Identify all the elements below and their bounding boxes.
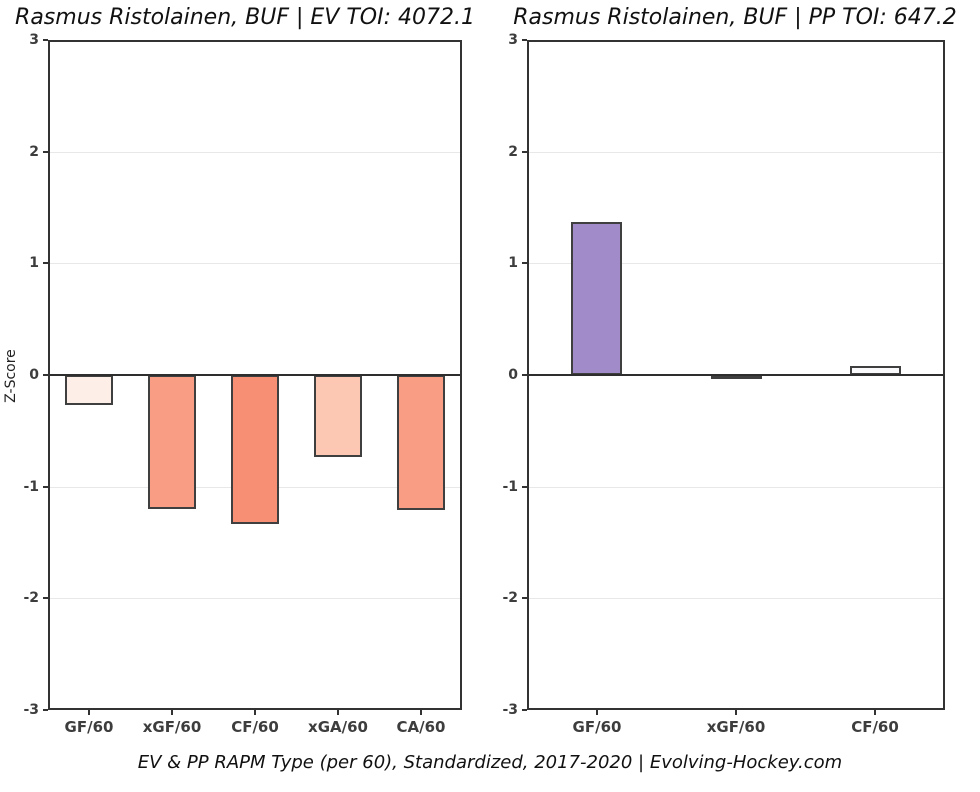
y-tick-label: 2 <box>29 144 39 160</box>
bar-ca-60 <box>397 375 445 510</box>
gridline <box>48 598 462 599</box>
x-tick-mark <box>596 710 598 715</box>
y-tick-label: -2 <box>23 590 39 606</box>
x-tick-mark <box>171 710 173 715</box>
y-tick-mark <box>43 374 48 376</box>
y-tick-label: -1 <box>502 479 518 495</box>
gridline <box>527 263 945 264</box>
pp-chart-title: Rasmus Ristolainen, BUF | PP TOI: 647.2 <box>513 5 957 30</box>
y-tick-label: 0 <box>29 367 39 383</box>
y-tick-mark <box>522 374 527 376</box>
y-tick-mark <box>522 151 527 153</box>
bar-gf-60 <box>571 222 622 375</box>
y-tick-label: -2 <box>502 590 518 606</box>
y-tick-mark <box>522 597 527 599</box>
x-tick-label: CF/60 <box>231 718 279 736</box>
x-tick-label: CF/60 <box>851 718 899 736</box>
y-tick-mark <box>43 39 48 41</box>
gridline <box>48 152 462 153</box>
zero-baseline <box>48 374 462 376</box>
y-tick-label: 3 <box>508 32 518 48</box>
y-tick-label: 2 <box>508 144 518 160</box>
bar-xga-60 <box>314 375 362 457</box>
y-tick-mark <box>43 486 48 488</box>
y-tick-label: -3 <box>502 702 518 718</box>
bar-xgf-60 <box>711 375 762 379</box>
y-tick-label: 3 <box>29 32 39 48</box>
x-tick-mark <box>88 710 90 715</box>
y-tick-mark <box>43 709 48 711</box>
x-tick-label: xGA/60 <box>308 718 368 736</box>
gridline <box>527 487 945 488</box>
y-tick-mark <box>43 151 48 153</box>
y-tick-label: -3 <box>23 702 39 718</box>
y-tick-mark <box>522 39 527 41</box>
x-tick-mark <box>254 710 256 715</box>
x-tick-label: xGF/60 <box>706 718 766 736</box>
x-tick-mark <box>337 710 339 715</box>
y-tick-mark <box>522 709 527 711</box>
plot-frame <box>48 40 462 710</box>
gridline <box>527 598 945 599</box>
bar-cf-60 <box>231 375 279 524</box>
x-tick-mark <box>735 710 737 715</box>
y-tick-label: -1 <box>23 479 39 495</box>
zero-baseline <box>527 374 945 376</box>
x-tick-label: GF/60 <box>64 718 114 736</box>
y-tick-mark <box>43 597 48 599</box>
gridline <box>527 152 945 153</box>
x-tick-label: GF/60 <box>572 718 622 736</box>
chart-footer-caption: EV & PP RAPM Type (per 60), Standardized… <box>137 752 843 773</box>
ev-chart-title: Rasmus Ristolainen, BUF | EV TOI: 4072.1 <box>15 5 475 30</box>
y-tick-label: 1 <box>29 255 39 271</box>
x-tick-label: CA/60 <box>396 718 446 736</box>
gridline <box>48 263 462 264</box>
y-tick-label: 0 <box>508 367 518 383</box>
bar-gf-60 <box>65 375 113 405</box>
y-tick-mark <box>522 262 527 264</box>
y-tick-label: 1 <box>508 255 518 271</box>
y-tick-mark <box>43 262 48 264</box>
plot-frame <box>527 40 945 710</box>
y-tick-mark <box>522 486 527 488</box>
x-tick-mark <box>420 710 422 715</box>
bar-xgf-60 <box>148 375 196 509</box>
x-tick-mark <box>874 710 876 715</box>
x-tick-label: xGF/60 <box>142 718 202 736</box>
